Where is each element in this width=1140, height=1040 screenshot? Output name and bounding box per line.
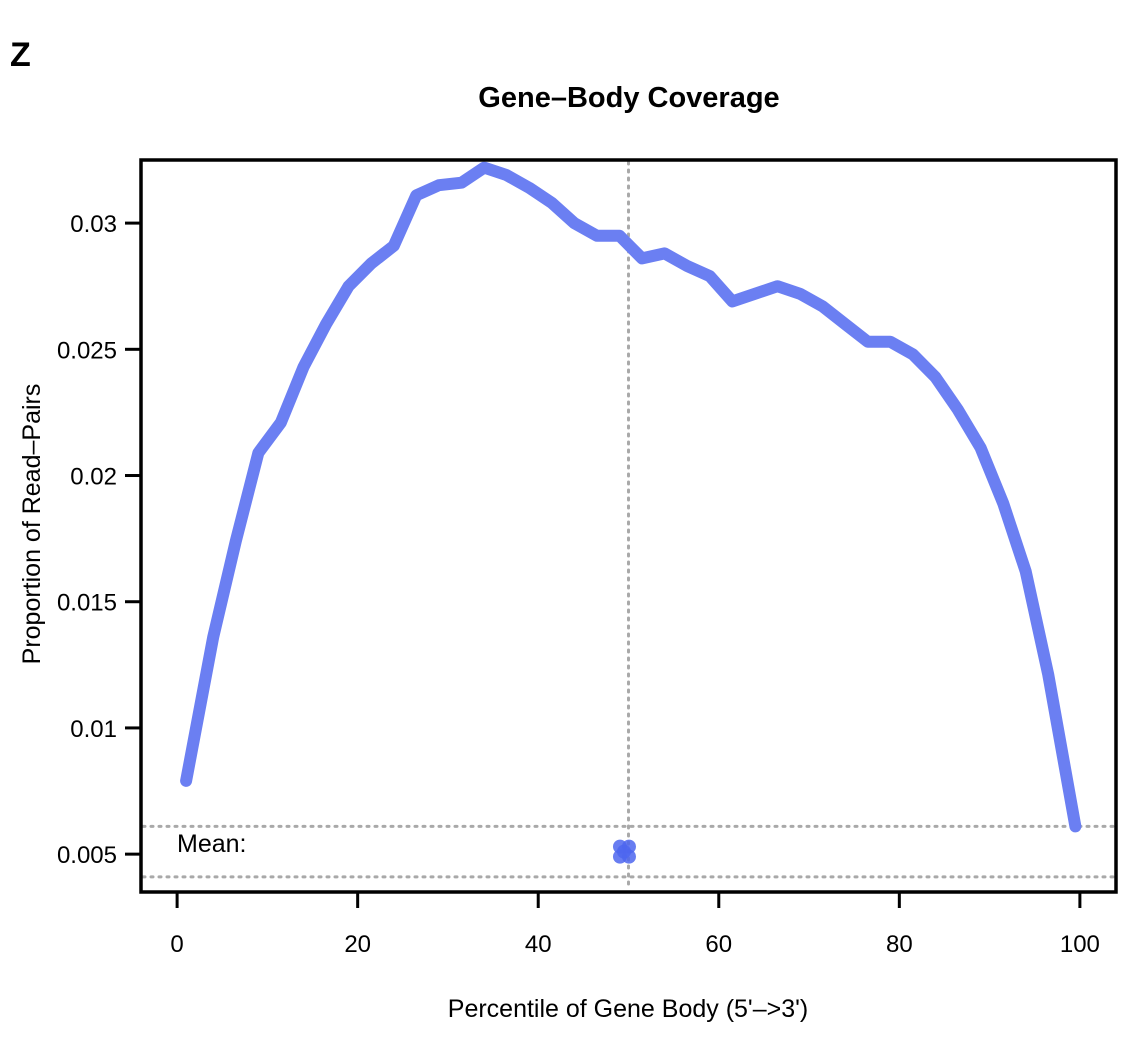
y-tick-label: 0.005 — [57, 842, 117, 869]
x-tick-label: 80 — [886, 931, 913, 958]
coverage-line-series-0 — [180, 161, 1082, 833]
x-tick-label: 0 — [170, 931, 183, 958]
mean-label: Mean: — [177, 830, 246, 858]
mean-point — [616, 844, 631, 859]
y-axis-label: Proportion of Read–Pairs — [18, 384, 46, 665]
x-tick-label: 20 — [344, 931, 371, 958]
y-tick-label: 0.02 — [70, 464, 117, 491]
y-tick-label: 0.025 — [57, 337, 117, 364]
series-layer — [180, 161, 1082, 833]
x-axis-label: Percentile of Gene Body (5'–>3') — [448, 995, 808, 1023]
y-axis: 0.005 0.01 0.015 0.02 0.025 0.03 — [57, 211, 141, 869]
x-tick-label: 60 — [705, 931, 732, 958]
y-tick-label: 0.015 — [57, 590, 117, 617]
plot-frame — [139, 158, 1118, 894]
mean-marker-layer — [612, 839, 636, 864]
x-tick-label: 40 — [525, 931, 552, 958]
panel-label: Z — [10, 36, 31, 74]
y-tick-label: 0.03 — [70, 211, 117, 238]
reference-lines — [141, 160, 1116, 892]
y-tick-label: 0.01 — [70, 716, 117, 743]
x-axis: 0 20 40 60 80 100 — [170, 892, 1100, 958]
chart-title: Gene–Body Coverage — [478, 82, 779, 114]
x-tick-label: 100 — [1060, 931, 1100, 958]
